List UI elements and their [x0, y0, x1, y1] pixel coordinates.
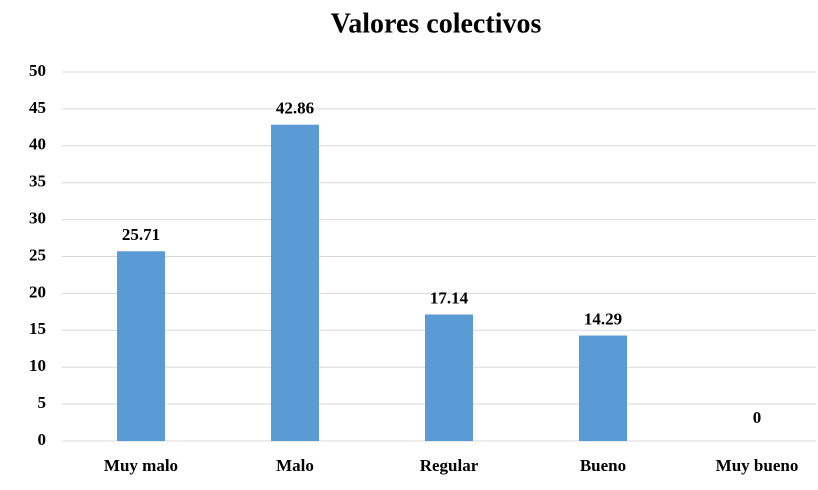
bar: [271, 124, 319, 441]
data-label: 14.29: [584, 309, 622, 328]
y-tick-label: 35: [29, 172, 46, 191]
y-tick-label: 10: [29, 356, 46, 375]
bar: [117, 251, 165, 441]
x-tick-label: Muy malo: [104, 456, 178, 475]
chart-title: Valores colectivos: [331, 8, 542, 39]
y-tick-label: 15: [29, 319, 46, 338]
bar: [425, 314, 473, 441]
y-tick-label: 45: [29, 98, 46, 117]
y-tick-label: 40: [29, 135, 46, 154]
data-label: 42.86: [276, 99, 314, 118]
x-tick-label: Bueno: [580, 456, 626, 475]
data-label: 25.71: [122, 225, 160, 244]
data-label: 17.14: [430, 288, 469, 307]
y-tick-label: 5: [38, 393, 47, 412]
y-tick-label: 50: [29, 61, 46, 80]
data-label: 0: [753, 408, 762, 427]
bar: [579, 335, 627, 441]
y-tick-label: 0: [38, 430, 47, 449]
x-tick-label: Muy bueno: [716, 456, 799, 475]
y-tick-label: 20: [29, 282, 46, 301]
y-tick-label: 30: [29, 209, 46, 228]
x-tick-label: Regular: [420, 456, 479, 475]
y-tick-label: 25: [29, 245, 46, 264]
x-tick-label: Malo: [276, 456, 314, 475]
